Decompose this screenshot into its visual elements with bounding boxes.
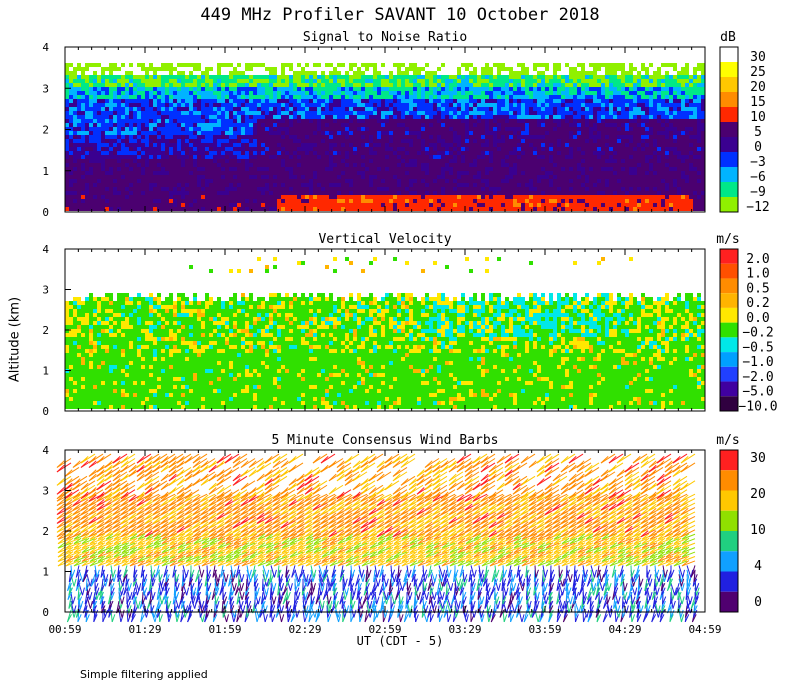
colorbar-frame-3 (719, 449, 739, 613)
colorbar-unit-1: dB (720, 30, 736, 45)
y-tick-label: 4 (42, 243, 49, 256)
y-tick-label: 3 (42, 82, 49, 95)
colorbar-swatch (720, 137, 738, 152)
colorbar-swatch (720, 92, 738, 107)
colorbar-label: 1.0 (746, 267, 769, 282)
colorbar-label: 15 (750, 95, 766, 110)
wind-barbs (56, 453, 700, 623)
colorbar-unit-3: m/s (716, 433, 739, 448)
colorbar-label: 30 (750, 50, 766, 65)
colorbar-label: −10.0 (738, 399, 777, 414)
colorbar-label: −9 (750, 185, 766, 200)
colorbar-label: 20 (750, 80, 766, 95)
y-tick-label: 2 (42, 124, 49, 137)
colorbar-swatch (720, 322, 738, 338)
x-tick-label: 04:29 (608, 623, 641, 636)
colorbar-label: 0.5 (746, 281, 769, 296)
colorbar-swatch (720, 490, 738, 511)
colorbar-swatch (720, 293, 738, 308)
colorbar-swatch (720, 47, 738, 62)
colorbar-swatch (720, 307, 738, 323)
colorbar-swatch (720, 263, 738, 279)
colorbar-swatch (720, 152, 738, 167)
colorbar-swatch (720, 77, 738, 92)
colorbar-swatch (720, 167, 738, 182)
y-tick-label: 1 (42, 365, 49, 378)
colorbar-swatch (720, 470, 738, 491)
y-tick-label: 1 (42, 165, 49, 178)
colorbar-swatch (720, 122, 738, 137)
footnote: Simple filtering applied (80, 668, 208, 681)
colorbar-swatch (720, 182, 738, 197)
colorbar-frame-1 (719, 46, 739, 213)
colorbar-swatch (720, 107, 738, 122)
colorbar-label: −0.5 (742, 340, 773, 355)
colorbar-label: 0 (754, 140, 762, 155)
colorbar-swatch (720, 591, 738, 612)
colorbar-label: 20 (750, 487, 766, 502)
colorbar-swatch (720, 531, 738, 552)
vertical-velocity-heatmap (65, 257, 705, 409)
y-tick-label: 3 (42, 284, 49, 297)
colorbar-label: 5 (754, 125, 762, 140)
x-tick-label: 04:59 (688, 623, 721, 636)
y-tick-label: 2 (42, 525, 49, 538)
colorbar-unit-2: m/s (716, 232, 739, 247)
colorbar-swatch (720, 352, 738, 367)
panel-title-1: Signal to Noise Ratio (303, 30, 467, 45)
panel-title-2: Vertical Velocity (318, 232, 451, 247)
y-tick-label: 0 (42, 606, 49, 619)
colorbar-swatch (720, 249, 738, 264)
x-tick-label: 01:29 (128, 623, 161, 636)
colorbar-swatch (720, 366, 738, 382)
colorbar-label: 10 (750, 523, 766, 538)
colorbar-swatch (720, 337, 738, 353)
colorbar-label: −1.0 (742, 355, 773, 370)
colorbar-swatch (720, 62, 738, 77)
colorbar-label: −3 (750, 155, 766, 170)
y-tick-label: 3 (42, 485, 49, 498)
x-tick-label: 00:59 (48, 623, 81, 636)
colorbar-swatch (720, 197, 738, 212)
colorbar-label: 0.0 (746, 311, 769, 326)
y-tick-label: 1 (42, 566, 49, 579)
colorbar-label: −12 (746, 200, 769, 215)
colorbar-label: −2.0 (742, 370, 773, 385)
chart-title: 449 MHz Profiler SAVANT 10 October 2018 (200, 5, 600, 25)
colorbar-swatch (720, 278, 738, 294)
panel-title-3: 5 Minute Consensus Wind Barbs (272, 433, 499, 448)
x-tick-label: 01:59 (208, 623, 241, 636)
y-tick-label: 0 (42, 206, 49, 219)
y-tick-label: 4 (42, 444, 49, 457)
colorbar-swatch (720, 396, 738, 411)
colorbar-label: −6 (750, 170, 766, 185)
colorbar-swatch (720, 381, 738, 397)
x-tick-label: 02:59 (368, 623, 401, 636)
colorbar-label: 30 (750, 451, 766, 466)
colorbar-label: 10 (750, 110, 766, 125)
y-tick-label: 4 (42, 41, 49, 54)
y-tick-label: 2 (42, 324, 49, 337)
colorbar-label: −0.2 (742, 326, 773, 341)
colorbar-swatch (720, 510, 738, 531)
colorbar-label: 25 (750, 65, 766, 80)
colorbar-label: 0 (754, 595, 762, 610)
x-axis-label: UT (CDT - 5) (356, 634, 444, 648)
x-tick-label: 03:59 (528, 623, 561, 636)
y-tick-label: 0 (42, 405, 49, 418)
x-tick-label: 03:29 (448, 623, 481, 636)
colorbar-swatch (720, 571, 738, 592)
colorbar-swatch (720, 450, 738, 471)
colorbar-frame-2 (719, 248, 739, 412)
x-tick-label: 02:29 (288, 623, 321, 636)
colorbar-label: 4 (754, 559, 762, 574)
colorbar-label: −5.0 (742, 385, 773, 400)
colorbar-label: 2.0 (746, 252, 769, 267)
colorbar-swatch (720, 551, 738, 572)
snr-heatmap (65, 63, 705, 211)
colorbar-label: 0.2 (746, 296, 769, 311)
